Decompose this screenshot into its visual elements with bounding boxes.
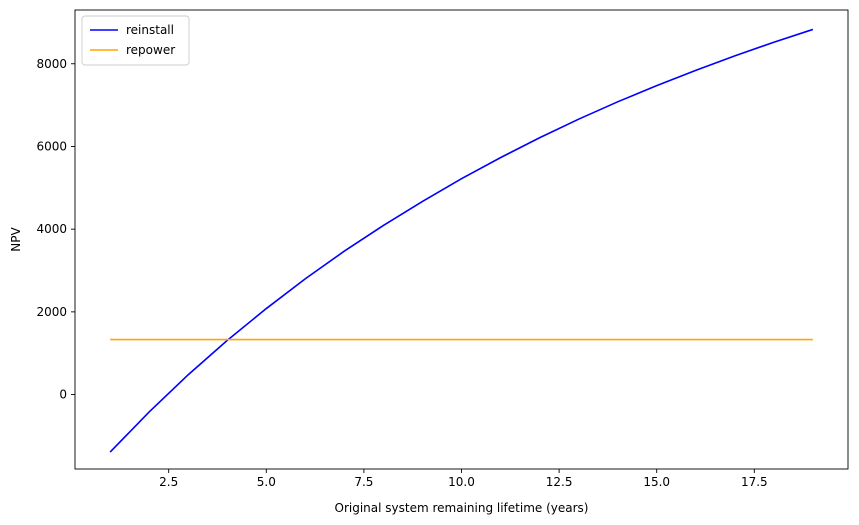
x-tick-label: 17.5	[741, 475, 768, 489]
legend-label-repower: repower	[126, 43, 175, 57]
y-axis-label: NPV	[9, 226, 23, 251]
x-tick-label: 7.5	[354, 475, 373, 489]
series-layer	[109, 28, 814, 453]
series-line-reinstall	[109, 28, 814, 453]
x-tick-label: 15.0	[643, 475, 670, 489]
x-axis-label: Original system remaining lifetime (year…	[335, 501, 589, 515]
legend-label-reinstall: reinstall	[126, 23, 174, 37]
plot-area	[75, 10, 848, 469]
y-tick-label: 0	[59, 388, 67, 402]
y-tick-label: 2000	[36, 305, 67, 319]
x-axis-ticks: 2.5 5.0 7.5 10.0 12.5 15.0 17.5	[159, 469, 768, 489]
x-tick-label: 10.0	[448, 475, 475, 489]
x-tick-label: 2.5	[159, 475, 178, 489]
y-tick-label: 6000	[36, 139, 67, 153]
legend: reinstall repower	[81, 15, 190, 66]
y-tick-label: 4000	[36, 222, 67, 236]
x-tick-label: 5.0	[257, 475, 276, 489]
y-axis-ticks: 0 2000 4000 6000 8000	[36, 57, 75, 402]
y-tick-label: 8000	[36, 57, 67, 71]
x-tick-label: 12.5	[546, 475, 573, 489]
legend-box	[81, 15, 190, 66]
